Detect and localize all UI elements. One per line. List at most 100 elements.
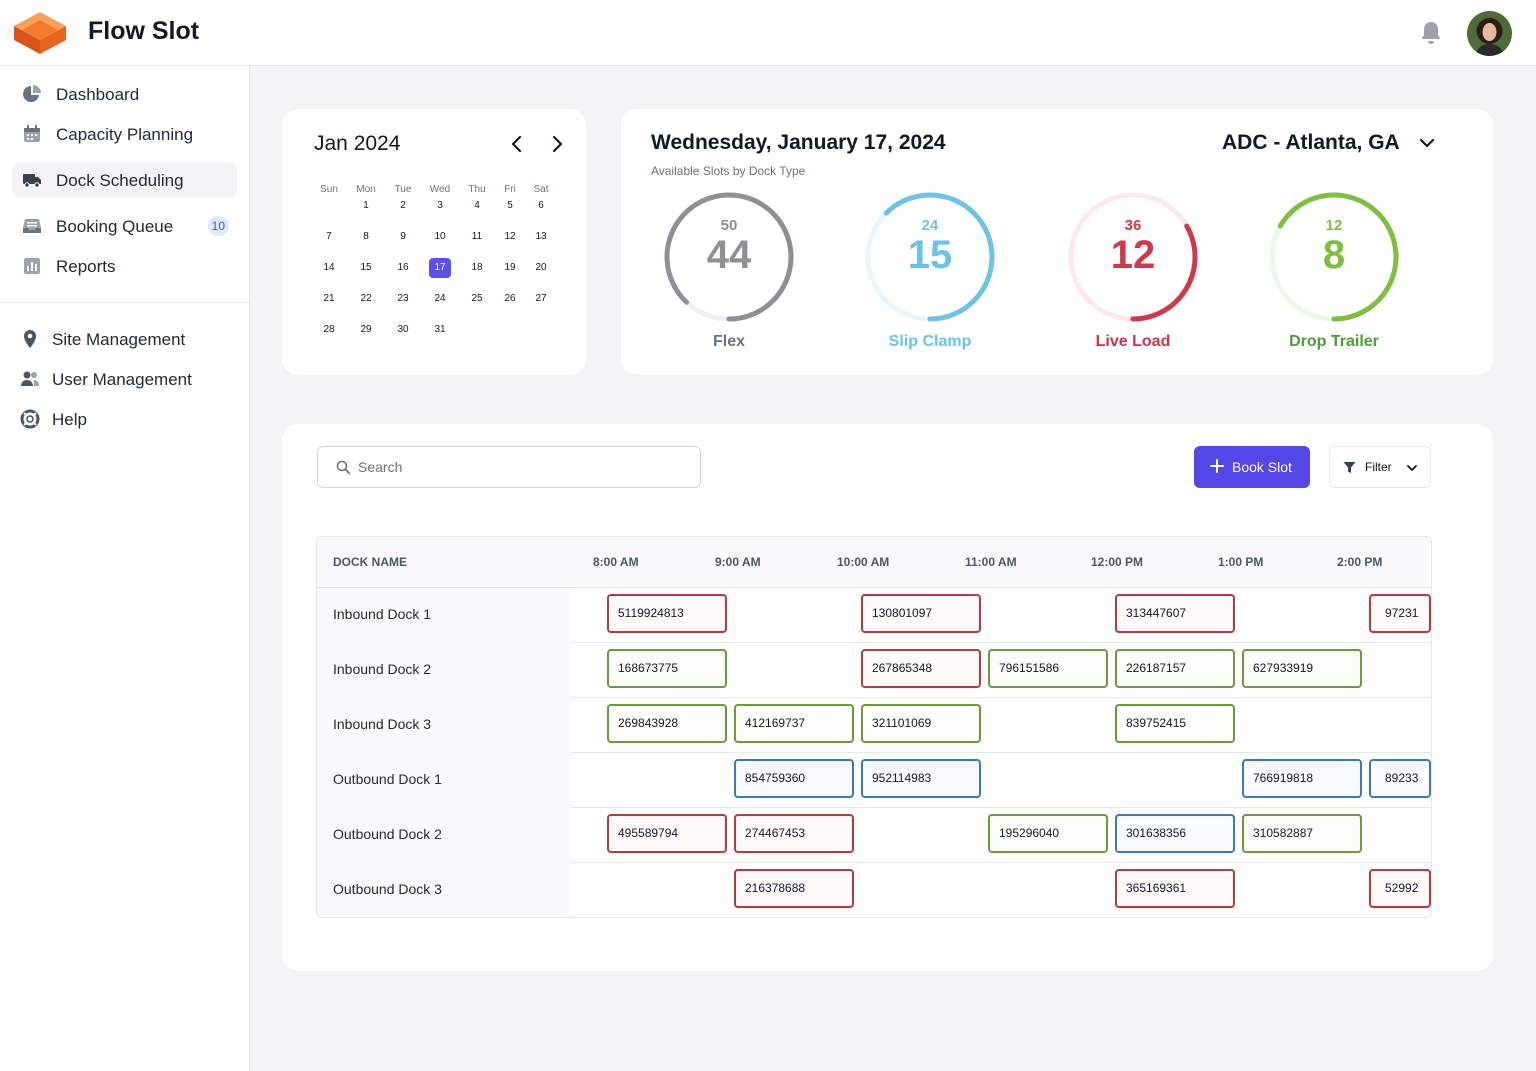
dock-name: Inbound Dock 1 bbox=[333, 606, 432, 622]
booking-slot[interactable]: 412169737 bbox=[734, 704, 854, 743]
filter-icon bbox=[1343, 462, 1356, 473]
booking-slot[interactable]: 301638356 bbox=[1115, 814, 1235, 853]
search-input[interactable] bbox=[358, 453, 688, 481]
calendar-day[interactable]: 23 bbox=[397, 293, 409, 304]
calendar-day[interactable]: 3 bbox=[437, 200, 443, 211]
table-row: Outbound Dock 1 854759360 952114983 7669198… bbox=[317, 753, 1431, 808]
calendar-day[interactable]: 6 bbox=[538, 200, 544, 211]
calendar-day[interactable]: 29 bbox=[360, 324, 372, 335]
calendar-day[interactable]: 27 bbox=[535, 293, 547, 304]
calendar-weekday-label: Mon bbox=[356, 184, 376, 195]
time-column-header: 9:00 AM bbox=[715, 555, 761, 569]
book-slot-button[interactable]: Book Slot bbox=[1194, 446, 1310, 488]
gauge-arc bbox=[1068, 192, 1198, 322]
booking-slot[interactable]: 766919818 bbox=[1242, 759, 1362, 798]
calendar-day[interactable]: 30 bbox=[397, 324, 409, 335]
dock-name-cell: Inbound Dock 1 bbox=[317, 588, 572, 643]
calendar-card: Jan 2024 Sun Mon Tue Wed Thu Fri Sat 1 2 3 4 5 6 7 8 9 1… bbox=[282, 109, 586, 375]
gauge-available: 15 bbox=[907, 233, 953, 277]
dock-name-cell: Outbound Dock 3 bbox=[317, 863, 572, 917]
sidebar-item-user-management[interactable]: User Management bbox=[12, 361, 237, 397]
table-row: Inbound Dock 3 269843928 412169737 32110106… bbox=[317, 698, 1431, 753]
calendar-weekday-label: Tue bbox=[394, 184, 412, 195]
sidebar-item-reports[interactable]: Reports bbox=[12, 248, 237, 284]
calendar-weekday-label: Sat bbox=[533, 184, 549, 195]
booking-slot[interactable]: 313447607 bbox=[1115, 594, 1235, 633]
calendar-day[interactable]: 20 bbox=[535, 262, 547, 273]
calendar-day[interactable]: 14 bbox=[323, 262, 335, 273]
calendar-day[interactable]: 8 bbox=[363, 231, 369, 242]
calendar-day[interactable]: 26 bbox=[504, 293, 516, 304]
booking-slot[interactable]: 952114983 bbox=[861, 759, 981, 798]
gauge-total: 24 bbox=[921, 217, 939, 234]
calendar-day[interactable]: 2 bbox=[400, 200, 406, 211]
booking-slot[interactable]: 365169361 bbox=[1115, 869, 1235, 908]
calendar-day[interactable]: 1 bbox=[363, 200, 369, 211]
sidebar-item-label: User Management bbox=[52, 370, 192, 389]
bell-icon[interactable] bbox=[1419, 20, 1443, 46]
booking-slot[interactable]: 854759360 bbox=[734, 759, 854, 798]
booking-slot[interactable]: 226187157 bbox=[1115, 649, 1235, 688]
sidebar-item-dock-scheduling[interactable]: Dock Scheduling bbox=[12, 162, 237, 198]
calendar-icon bbox=[24, 125, 40, 142]
calendar-day[interactable]: 19 bbox=[504, 262, 516, 273]
calendar-day[interactable]: 5 bbox=[507, 200, 513, 211]
calendar-day[interactable]: 10 bbox=[434, 231, 446, 242]
calendar-day[interactable]: 12 bbox=[504, 231, 516, 242]
sidebar-item-booking-queue[interactable]: Booking Queue 10 bbox=[12, 208, 237, 244]
dock-name-cell: Outbound Dock 1 bbox=[317, 753, 572, 808]
chevron-down-icon bbox=[1407, 465, 1417, 471]
calendar-day[interactable]: 4 bbox=[474, 200, 480, 211]
calendar-day[interactable]: 25 bbox=[471, 293, 483, 304]
calendar-day[interactable]: 11 bbox=[471, 231, 483, 242]
gauge-available: 12 bbox=[1110, 233, 1156, 277]
booking-slot[interactable]: 321101069 bbox=[861, 704, 981, 743]
calendar-day[interactable]: 15 bbox=[360, 262, 372, 273]
avatar[interactable] bbox=[1467, 11, 1512, 56]
calendar-day[interactable]: 13 bbox=[535, 231, 547, 242]
booking-slot[interactable]: 267865348 bbox=[861, 649, 981, 688]
bar-chart-icon bbox=[24, 258, 40, 274]
sidebar-item-site-management[interactable]: Site Management bbox=[12, 321, 237, 357]
booking-slot[interactable]: 216378688 bbox=[734, 869, 854, 908]
site-selector[interactable]: ADC - Atlanta, GA bbox=[1222, 131, 1436, 155]
calendar-day[interactable]: 9 bbox=[400, 231, 406, 242]
booking-slot[interactable]: 310582887 bbox=[1242, 814, 1362, 853]
app-title: Flow Slot bbox=[88, 17, 200, 45]
booking-slot[interactable]: 627933919 bbox=[1242, 649, 1362, 688]
calendar-day[interactable]: 21 bbox=[323, 293, 335, 304]
calendar-day[interactable]: 28 bbox=[323, 324, 335, 335]
gauge-ring bbox=[865, 192, 995, 322]
chevron-right-icon[interactable] bbox=[546, 133, 568, 155]
calendar-weekday-label: Wed bbox=[429, 184, 451, 195]
booking-slot[interactable]: 495589794 bbox=[607, 814, 727, 853]
booking-slot[interactable]: 796151586 bbox=[988, 649, 1108, 688]
gauge-total: 12 bbox=[1325, 217, 1343, 234]
dock-name: Outbound Dock 3 bbox=[333, 881, 442, 897]
calendar-day[interactable]: 24 bbox=[434, 293, 446, 304]
booking-slot[interactable]: 274467453 bbox=[734, 814, 854, 853]
booking-slot[interactable]: 130801097 bbox=[861, 594, 981, 633]
calendar-day[interactable]: 22 bbox=[360, 293, 372, 304]
calendar-day[interactable]: 31 bbox=[434, 324, 446, 335]
dock-name-cell: Inbound Dock 3 bbox=[317, 698, 572, 753]
sidebar-item-dashboard[interactable]: Dashboard bbox=[12, 76, 237, 112]
booking-slot[interactable]: 5119924813 bbox=[607, 594, 727, 633]
gauge-drop-trailer: 12 8 Drop Trailer bbox=[1264, 189, 1404, 359]
calendar-day-selected[interactable]: 17 bbox=[429, 258, 451, 278]
calendar-day[interactable]: 7 bbox=[326, 231, 332, 242]
chevron-left-icon[interactable] bbox=[506, 133, 528, 155]
booking-slot[interactable]: 269843928 bbox=[607, 704, 727, 743]
calendar-day[interactable]: 18 bbox=[471, 262, 483, 273]
sidebar-item-help[interactable]: Help bbox=[12, 401, 237, 437]
booking-slot[interactable]: 839752415 bbox=[1115, 704, 1235, 743]
booking-slot[interactable]: 89233 bbox=[1369, 759, 1431, 798]
booking-slot[interactable]: 168673775 bbox=[607, 649, 727, 688]
dock-name: Outbound Dock 1 bbox=[333, 771, 442, 787]
booking-slot[interactable]: 97231 bbox=[1369, 594, 1431, 633]
sidebar-item-capacity-planning[interactable]: Capacity Planning bbox=[12, 116, 237, 152]
booking-slot[interactable]: 52992 bbox=[1369, 869, 1431, 908]
booking-slot[interactable]: 195296040 bbox=[988, 814, 1108, 853]
calendar-day[interactable]: 16 bbox=[397, 262, 409, 273]
filter-button[interactable]: Filter bbox=[1329, 446, 1431, 488]
